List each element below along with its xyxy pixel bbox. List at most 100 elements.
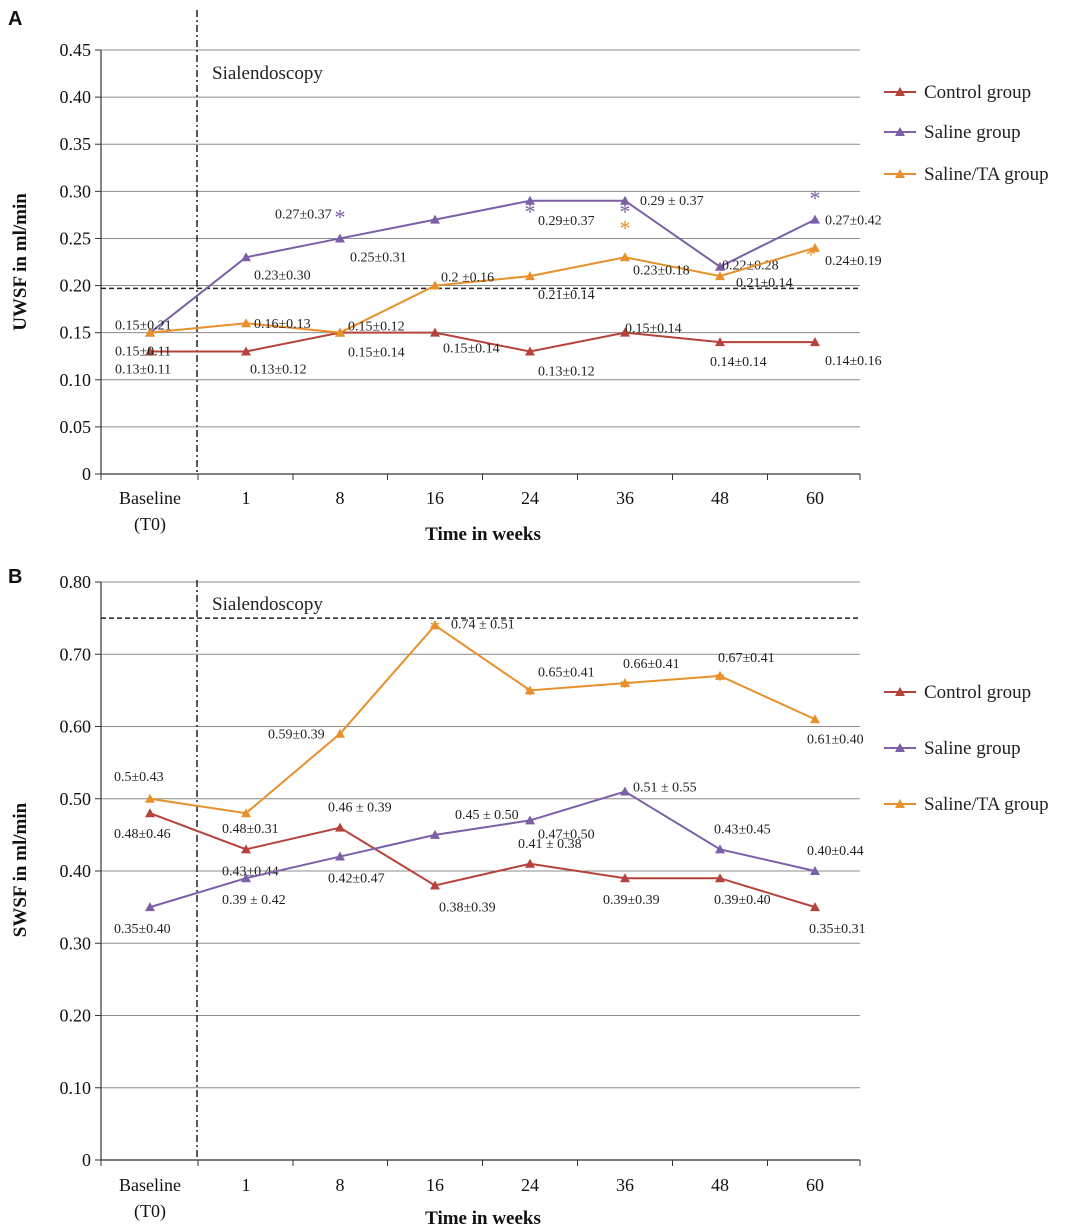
data-point xyxy=(430,829,440,839)
y-tick-label: 0.05 xyxy=(60,417,92,437)
significance-star: * xyxy=(525,199,536,224)
data-label: 0.43±0.45 xyxy=(714,822,771,837)
y-axis-title: UWSF in ml/min xyxy=(10,193,31,331)
data-point xyxy=(430,214,440,224)
y-tick-label: 0.50 xyxy=(60,789,92,809)
data-label: 0.15±0.14 xyxy=(348,346,405,361)
y-tick-label: 0.15 xyxy=(60,323,92,343)
data-point xyxy=(525,858,535,868)
data-point xyxy=(620,195,630,205)
y-tick-label: 0.70 xyxy=(60,644,92,664)
legend-label: Saline group xyxy=(924,738,1021,759)
y-tick-label: 0.60 xyxy=(60,717,92,737)
data-label: 0.27±0.37 xyxy=(275,208,332,223)
y-tick-label: 0.10 xyxy=(60,370,92,390)
x-tick-label: 8 xyxy=(336,488,345,508)
x-tick-label: 36 xyxy=(616,1175,634,1195)
data-label: 0.2 ±0.16 xyxy=(441,271,494,286)
data-point xyxy=(715,337,725,347)
series-line xyxy=(149,624,816,815)
data-point xyxy=(145,327,155,337)
data-label: 0.15±0.12 xyxy=(348,320,405,335)
data-point xyxy=(335,327,345,337)
data-point xyxy=(335,233,345,243)
data-label: 0.15±0.11 xyxy=(115,345,171,360)
y-tick-label: 0.35 xyxy=(60,134,92,154)
data-label: 0.24±0.19 xyxy=(825,254,882,269)
data-label: 0.48±0.46 xyxy=(114,827,171,842)
data-label: 0.15±0.14 xyxy=(625,322,682,337)
data-point xyxy=(620,678,630,688)
data-label: 0.51 ± 0.55 xyxy=(633,781,697,796)
sialendoscopy-label: Sialendoscopy xyxy=(212,594,323,615)
data-point xyxy=(241,873,251,883)
x-tick-label: 36 xyxy=(616,488,634,508)
data-point xyxy=(525,685,535,695)
data-label: 0.66±0.41 xyxy=(623,657,680,672)
significance-star: * xyxy=(620,674,631,699)
data-point xyxy=(810,902,820,912)
data-point xyxy=(335,851,345,861)
x-axis-title: Time in weeks xyxy=(425,1208,541,1229)
data-point xyxy=(430,280,440,290)
x-axis-title: Time in weeks xyxy=(425,524,541,545)
data-point xyxy=(810,866,820,875)
data-label: 0.48±0.31 xyxy=(222,822,279,837)
data-label: 0.74 ± 0.51 xyxy=(451,617,515,632)
data-point xyxy=(430,880,440,890)
data-point xyxy=(715,261,725,271)
data-point xyxy=(335,728,345,738)
data-point xyxy=(620,786,630,796)
data-label: 0.29±0.37 xyxy=(538,214,595,229)
data-point xyxy=(620,873,630,883)
data-label: 0.45 ± 0.50 xyxy=(455,808,519,823)
data-label: 0.15±0.21 xyxy=(115,319,172,334)
data-label: 0.21±0.14 xyxy=(736,276,793,291)
series-line xyxy=(149,246,816,334)
data-label: 0.39±0.39 xyxy=(603,893,660,908)
data-point xyxy=(525,815,535,825)
legend-label: Saline/TA group xyxy=(924,794,1049,815)
data-point xyxy=(620,252,630,262)
data-label: 0.13±0.12 xyxy=(250,363,307,378)
data-label: 0.14±0.14 xyxy=(710,355,767,370)
data-label: 0.42±0.47 xyxy=(328,872,385,887)
data-point xyxy=(145,793,155,803)
significance-star: * xyxy=(525,681,536,706)
data-label: 0.47±0.50 xyxy=(538,827,595,842)
series-line xyxy=(149,812,816,909)
data-point xyxy=(145,346,155,356)
data-point xyxy=(620,327,630,337)
x-tick-label: 16 xyxy=(426,1175,444,1195)
data-label: 0.41 ± 0.38 xyxy=(518,837,582,852)
panel-a: A 0 0.05 0.10 0.15 0.20 0.25 0.30 0.35 0.40 0.45 Ba… xyxy=(8,8,1049,545)
y-tick-label: 0.40 xyxy=(60,861,92,881)
x-tick-label: (T0) xyxy=(134,514,166,535)
data-label: 0.16±0.13 xyxy=(254,317,311,332)
data-point xyxy=(810,214,820,224)
x-tick-label: 16 xyxy=(426,488,444,508)
data-point xyxy=(241,844,251,854)
x-tick-label: (T0) xyxy=(134,1201,166,1222)
data-label: 0.23±0.30 xyxy=(254,268,311,283)
legend-marker xyxy=(895,87,905,96)
significance-star: * xyxy=(806,242,817,267)
x-tick-label: 8 xyxy=(336,1175,345,1195)
y-tick-label: 0.45 xyxy=(60,40,92,60)
legend-marker xyxy=(895,743,905,752)
x-tick-label: 60 xyxy=(806,488,824,508)
data-label: 0.5±0.43 xyxy=(114,770,164,785)
data-point xyxy=(525,195,535,205)
significance-star: * xyxy=(335,204,346,229)
data-point xyxy=(241,318,251,328)
data-point xyxy=(715,670,725,680)
legend-marker xyxy=(895,799,905,808)
data-label: 0.38±0.39 xyxy=(439,900,496,915)
legend-label: Control group xyxy=(924,82,1031,103)
data-point xyxy=(430,620,440,630)
data-label: 0.35±0.40 xyxy=(114,922,171,937)
x-tick-label: 48 xyxy=(711,488,729,508)
data-point xyxy=(430,327,440,337)
legend-marker xyxy=(895,127,905,136)
